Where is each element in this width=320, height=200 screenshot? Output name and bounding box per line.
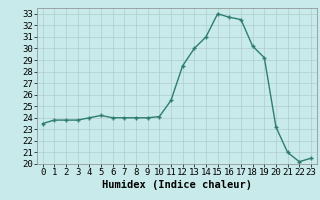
X-axis label: Humidex (Indice chaleur): Humidex (Indice chaleur) bbox=[102, 180, 252, 190]
